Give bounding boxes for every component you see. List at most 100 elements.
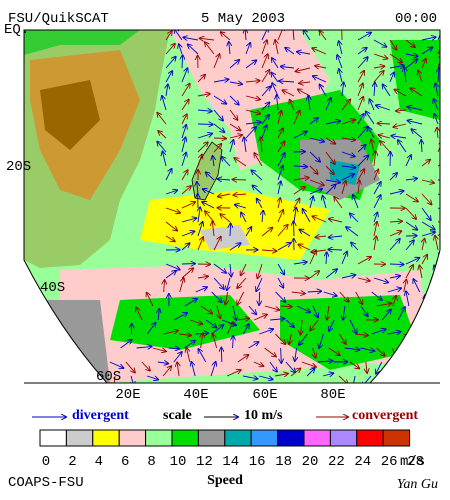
colorbar-tick: 20 bbox=[302, 454, 319, 470]
wind-vector bbox=[269, 361, 277, 372]
wind-vector bbox=[357, 114, 364, 125]
wind-vector bbox=[339, 333, 345, 344]
colorbar-tick: 16 bbox=[249, 454, 266, 470]
wind-vector bbox=[405, 193, 418, 202]
wind-vector bbox=[341, 120, 355, 125]
colorbar-tick: 24 bbox=[354, 454, 371, 470]
wind-vector bbox=[419, 265, 422, 279]
wind-vector bbox=[378, 123, 391, 124]
color-box bbox=[118, 429, 147, 447]
wind-vector bbox=[120, 340, 132, 349]
wind-vector bbox=[418, 70, 423, 83]
wind-vector bbox=[237, 277, 247, 288]
wind-vector bbox=[136, 347, 152, 348]
wind-vector bbox=[278, 198, 280, 209]
wind-vector bbox=[341, 174, 354, 181]
wind-vector bbox=[278, 181, 281, 195]
wind-vector bbox=[277, 277, 283, 288]
wind-vector bbox=[206, 172, 215, 181]
wind-vector bbox=[164, 280, 165, 293]
wind-vector bbox=[237, 355, 249, 363]
wind-vector bbox=[325, 185, 336, 195]
wind-vector bbox=[303, 30, 311, 41]
wind-vector bbox=[389, 231, 401, 237]
wind-vector bbox=[245, 122, 261, 124]
wind-vector bbox=[242, 376, 257, 379]
colorbar-tick: 14 bbox=[222, 454, 239, 470]
wind-vector bbox=[293, 221, 294, 237]
wind-vector bbox=[290, 100, 295, 111]
wind-vector bbox=[373, 277, 388, 282]
wind-vector bbox=[362, 375, 372, 383]
wind-vector bbox=[262, 211, 263, 223]
wind-vector bbox=[389, 72, 394, 83]
wind-vector bbox=[165, 31, 172, 41]
wind-vector bbox=[213, 95, 226, 104]
color-box bbox=[145, 429, 173, 447]
speed-label: Speed bbox=[207, 473, 243, 488]
wind-vector bbox=[421, 180, 434, 183]
wind-vector bbox=[162, 151, 167, 167]
wind-vector bbox=[168, 348, 180, 349]
wind-vector bbox=[319, 333, 324, 348]
wind-vector bbox=[374, 222, 377, 237]
wind-vector bbox=[296, 67, 311, 71]
wind-vector bbox=[141, 361, 150, 371]
wind-vector bbox=[341, 181, 346, 195]
wind-vector bbox=[261, 137, 262, 153]
wind-vector bbox=[325, 121, 340, 124]
wind-vector bbox=[376, 347, 385, 356]
wind-vector bbox=[293, 30, 294, 41]
wind-vector bbox=[313, 76, 327, 83]
wind-vector bbox=[245, 227, 251, 237]
wind-vector bbox=[293, 111, 300, 125]
colorbar-tick: 18 bbox=[275, 454, 292, 470]
wind-vector bbox=[339, 291, 349, 302]
wind-vector bbox=[281, 67, 295, 68]
wind-vector bbox=[329, 219, 343, 222]
wind-vector bbox=[373, 39, 386, 47]
wind-vector bbox=[213, 79, 229, 82]
colorbar-tick: 2 bbox=[68, 454, 76, 470]
wind-vector bbox=[165, 263, 180, 270]
wind-vector bbox=[275, 333, 285, 344]
wind-vector bbox=[300, 319, 302, 335]
wind-vector bbox=[222, 157, 231, 167]
wind-vector bbox=[245, 30, 246, 41]
wind-vector bbox=[146, 375, 158, 380]
wind-vector bbox=[213, 263, 226, 273]
wind-vector bbox=[200, 305, 212, 314]
wind-vector bbox=[309, 165, 318, 174]
wind-vector bbox=[147, 293, 154, 307]
wind-vector bbox=[407, 107, 423, 111]
wind-vector bbox=[389, 191, 404, 194]
wind-vector bbox=[235, 205, 247, 208]
wind-vector bbox=[366, 111, 375, 125]
wind-vector bbox=[357, 169, 364, 181]
wind-vector bbox=[405, 265, 413, 279]
wind-vector bbox=[387, 332, 400, 334]
wind-vector bbox=[369, 99, 375, 111]
color-box bbox=[197, 429, 226, 447]
wind-vector bbox=[421, 221, 435, 229]
wind-vector bbox=[157, 362, 168, 364]
wind-vector bbox=[109, 361, 124, 368]
wind-vector bbox=[272, 83, 279, 97]
wind-vector bbox=[270, 319, 284, 320]
wind-vector bbox=[184, 299, 197, 307]
wind-vector bbox=[317, 361, 333, 362]
wind-vector bbox=[389, 53, 402, 62]
wind-vector bbox=[277, 128, 283, 139]
wind-vector bbox=[275, 291, 286, 302]
wind-vector bbox=[245, 60, 256, 69]
wind-vector bbox=[421, 47, 432, 55]
wind-vector bbox=[389, 65, 404, 68]
wind-vector bbox=[357, 83, 363, 97]
wind-vector bbox=[252, 185, 263, 195]
wind-vector bbox=[325, 165, 334, 174]
wind-vector bbox=[312, 305, 318, 317]
wind-vector bbox=[165, 44, 175, 55]
wind-vector bbox=[241, 263, 247, 275]
wind-vector bbox=[360, 305, 368, 316]
